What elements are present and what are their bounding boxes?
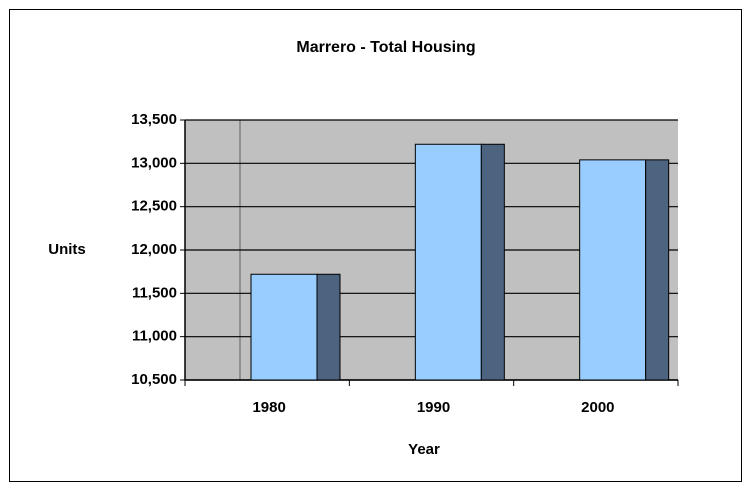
bar	[250, 273, 318, 381]
x-tick-label: 1990	[417, 399, 450, 416]
x-axis-label: Year	[408, 441, 440, 458]
y-tick-label: 12,000	[131, 241, 177, 258]
y-axis-label: Units	[48, 241, 86, 258]
y-tick-label: 12,500	[131, 198, 177, 215]
y-tick-label: 10,500	[131, 371, 177, 388]
x-tick-label: 1980	[252, 399, 285, 416]
bar-side	[316, 273, 341, 381]
bar	[414, 143, 482, 381]
x-tick-label: 2000	[581, 399, 614, 416]
bar-side	[480, 143, 505, 381]
bar	[579, 159, 647, 381]
chart-title: Marrero - Total Housing	[296, 39, 475, 56]
y-tick-label: 13,000	[131, 154, 177, 171]
y-tick-label: 11,500	[132, 284, 177, 301]
y-tick-label: 11,000	[132, 328, 177, 345]
bar-side	[645, 159, 670, 381]
y-tick-label: 13,500	[131, 111, 177, 128]
